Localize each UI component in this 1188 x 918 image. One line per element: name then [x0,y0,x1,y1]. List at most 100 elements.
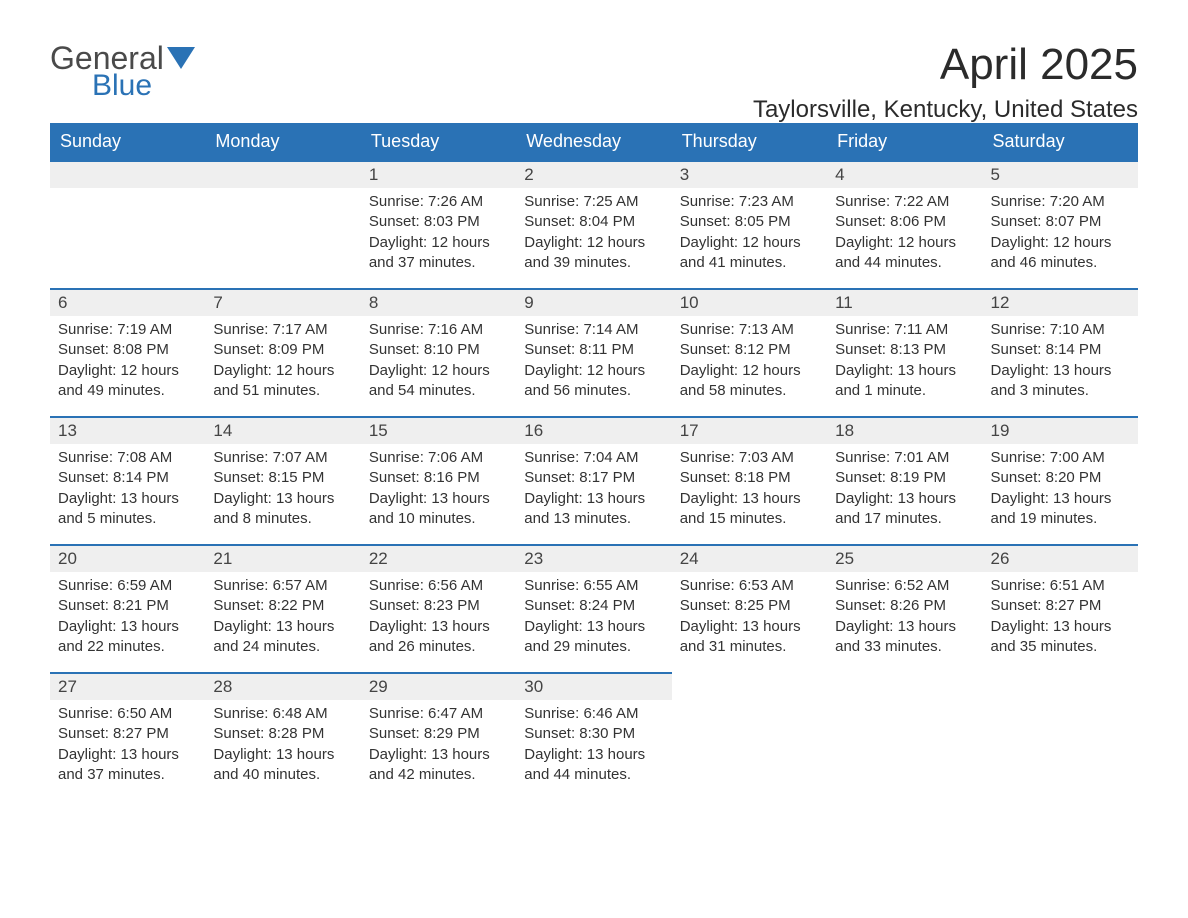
daylight-text: Daylight: 13 hours and 8 minutes. [213,489,352,530]
sunrise-text: Sunrise: 7:25 AM [524,192,663,212]
calendar-week-row: 6 Sunrise: 7:19 AMSunset: 8:08 PM Daylight… [50,288,1138,416]
day-details: Sunrise: 6:57 AMSunset: 8:22 PMDaylight:… [205,572,360,665]
day-details: Sunrise: 7:01 AMSunset: 8:19 PMDaylight:… [827,444,982,537]
sunset-text: Sunset: 8:24 PM [524,596,663,616]
calendar-day-cell: 11Sunrise: 7:11 AMSunset: 8:13 PMDayligh… [827,288,982,416]
sunrise-text: Sunrise: 6:47 AM [369,704,508,724]
calendar-day-cell [983,672,1138,800]
daylight-text: Daylight: 13 hours and 33 minutes. [835,617,974,658]
sunrise-text: Sunrise: 6:51 AM [991,576,1130,596]
day-details: Sunrise: 7:22 AMSunset: 8:06 PMDaylight:… [827,188,982,281]
day-number: 24 [672,544,827,572]
sunset-text: Sunset: 8:15 PM [213,468,352,488]
day-details [205,188,360,200]
day-number [50,160,205,188]
calendar-week-row: 27Sunrise: 6:50 AMSunset: 8:27 PMDayligh… [50,672,1138,800]
sunrise-text: Sunrise: 7:23 AM [680,192,819,212]
sunrise-text: Sunrise: 7:20 AM [991,192,1130,212]
sunrise-text: Sunrise: 6:53 AM [680,576,819,596]
calendar-day-cell: 16Sunrise: 7:04 AMSunset: 8:17 PMDayligh… [516,416,671,544]
sunrise-text: Sunrise: 7:06 AM [369,448,508,468]
daylight-text: Daylight: 13 hours and 31 minutes. [680,617,819,658]
day-details [50,188,205,200]
daylight-text: Daylight: 13 hours and 40 minutes. [213,745,352,786]
daylight-text: Daylight: 13 hours and 22 minutes. [58,617,197,658]
sunset-text: Sunset: 8:27 PM [991,596,1130,616]
day-number: 15 [361,416,516,444]
day-details: Sunrise: 6:51 AMSunset: 8:27 PMDaylight:… [983,572,1138,665]
day-number: 25 [827,544,982,572]
sunrise-text: Sunrise: 6:50 AM [58,704,197,724]
day-details: Sunrise: 6:52 AMSunset: 8:26 PMDaylight:… [827,572,982,665]
day-details: Sunrise: 7:07 AMSunset: 8:15 PMDaylight:… [205,444,360,537]
sunrise-text: Sunrise: 7:17 AM [213,320,352,340]
day-number: 5 [983,160,1138,188]
sunrise-text: Sunrise: 6:59 AM [58,576,197,596]
day-details: Sunrise: 7:08 AMSunset: 8:14 PMDaylight:… [50,444,205,537]
daylight-text: Daylight: 13 hours and 10 minutes. [369,489,508,530]
calendar-week-row: 1Sunrise: 7:26 AMSunset: 8:03 PMDaylight… [50,160,1138,288]
weekday-header: Tuesday [361,123,516,160]
weekday-header: Sunday [50,123,205,160]
title-block: April 2025 Taylorsville, Kentucky, Unite… [753,40,1138,124]
daylight-text: Daylight: 13 hours and 26 minutes. [369,617,508,658]
sunrise-text: Sunrise: 7:08 AM [58,448,197,468]
calendar-day-cell: 15 Sunrise: 7:06 AMSunset: 8:16 PMDayligh… [361,416,516,544]
sunrise-text: Sunrise: 6:56 AM [369,576,508,596]
calendar-day-cell: 21Sunrise: 6:57 AMSunset: 8:22 PMDayligh… [205,544,360,672]
day-number: 3 [672,160,827,188]
sunrise-text: Sunrise: 7:19 AM [58,320,197,340]
daylight-text: Daylight: 13 hours and 5 minutes. [58,489,197,530]
day-details: Sunrise: 7:17 AMSunset: 8:09 PMDaylight:… [205,316,360,409]
day-number: 19 [983,416,1138,444]
day-number: 16 [516,416,671,444]
sunset-text: Sunset: 8:09 PM [213,340,352,360]
day-details: Sunrise: 7:20 AMSunset: 8:07 PMDaylight:… [983,188,1138,281]
sunset-text: Sunset: 8:03 PM [369,212,508,232]
calendar-day-cell: 28Sunrise: 6:48 AMSunset: 8:28 PMDayligh… [205,672,360,800]
daylight-text: Daylight: 13 hours and 42 minutes. [369,745,508,786]
daylight-text: Daylight: 12 hours and 56 minutes. [524,361,663,402]
sunset-text: Sunset: 8:08 PM [58,340,197,360]
day-details: Sunrise: 6:56 AMSunset: 8:23 PMDaylight:… [361,572,516,665]
calendar-day-cell: 20Sunrise: 6:59 AMSunset: 8:21 PMDayligh… [50,544,205,672]
calendar-week-row: 13Sunrise: 7:08 AMSunset: 8:14 PMDayligh… [50,416,1138,544]
daylight-text: Daylight: 13 hours and 1 minute. [835,361,974,402]
calendar-day-cell: 29Sunrise: 6:47 AMSunset: 8:29 PMDayligh… [361,672,516,800]
day-details: Sunrise: 6:50 AMSunset: 8:27 PMDaylight:… [50,700,205,793]
calendar-day-cell: 2Sunrise: 7:25 AMSunset: 8:04 PMDaylight… [516,160,671,288]
calendar-day-cell: 22Sunrise: 6:56 AMSunset: 8:23 PMDayligh… [361,544,516,672]
calendar-day-cell: 17Sunrise: 7:03 AMSunset: 8:18 PMDayligh… [672,416,827,544]
day-number: 14 [205,416,360,444]
day-number: 6 [50,288,205,316]
day-number: 23 [516,544,671,572]
day-number: 2 [516,160,671,188]
day-details: Sunrise: 6:55 AMSunset: 8:24 PMDaylight:… [516,572,671,665]
calendar-week-row: 20Sunrise: 6:59 AMSunset: 8:21 PMDayligh… [50,544,1138,672]
calendar-day-cell: 5Sunrise: 7:20 AMSunset: 8:07 PMDaylight… [983,160,1138,288]
day-number: 20 [50,544,205,572]
day-number: 21 [205,544,360,572]
weekday-header: Saturday [983,123,1138,160]
daylight-text: Daylight: 12 hours and 37 minutes. [369,233,508,274]
day-number: 10 [672,288,827,316]
sunset-text: Sunset: 8:10 PM [369,340,508,360]
day-details: Sunrise: 7:11 AMSunset: 8:13 PMDaylight:… [827,316,982,409]
day-details [983,672,1138,684]
calendar-day-cell: 7Sunrise: 7:17 AMSunset: 8:09 PMDaylight… [205,288,360,416]
calendar-day-cell: 14Sunrise: 7:07 AMSunset: 8:15 PMDayligh… [205,416,360,544]
sunset-text: Sunset: 8:14 PM [58,468,197,488]
sunset-text: Sunset: 8:27 PM [58,724,197,744]
calendar-day-cell: 26Sunrise: 6:51 AMSunset: 8:27 PMDayligh… [983,544,1138,672]
sunset-text: Sunset: 8:16 PM [369,468,508,488]
calendar-day-cell: 27Sunrise: 6:50 AMSunset: 8:27 PMDayligh… [50,672,205,800]
daylight-text: Daylight: 13 hours and 44 minutes. [524,745,663,786]
daylight-text: Daylight: 13 hours and 24 minutes. [213,617,352,658]
weekday-header: Thursday [672,123,827,160]
sunrise-text: Sunrise: 6:55 AM [524,576,663,596]
sunset-text: Sunset: 8:05 PM [680,212,819,232]
sunrise-text: Sunrise: 7:04 AM [524,448,663,468]
sunset-text: Sunset: 8:19 PM [835,468,974,488]
day-details: Sunrise: 6:59 AMSunset: 8:21 PMDaylight:… [50,572,205,665]
daylight-text: Daylight: 13 hours and 19 minutes. [991,489,1130,530]
